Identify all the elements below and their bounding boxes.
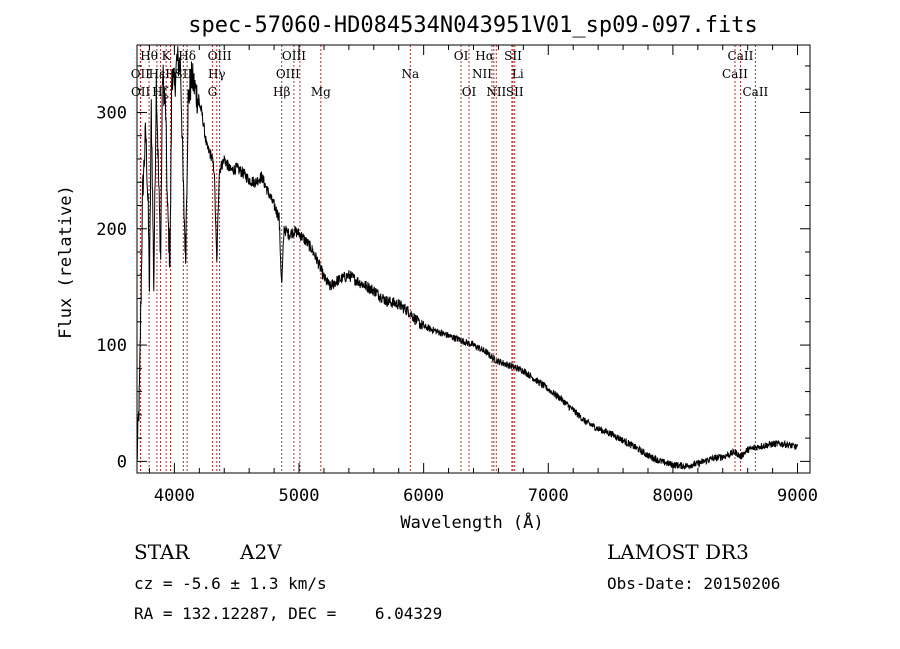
line-label: SII [504,49,522,63]
line-label: CaII [722,67,748,81]
y-axis: 0 100 200 300 [96,65,810,472]
x-tick-label: 8000 [652,486,693,506]
line-label: OII [131,85,151,99]
line-label: Na [401,67,419,81]
line-label: OIII [208,49,232,63]
line-label: Mg [311,85,331,99]
line-label: Li [512,67,524,81]
line-label: Hε [149,67,166,81]
spectrum-line [136,46,798,471]
line-label: Hδ [178,49,196,63]
y-tick-label: 0 [117,452,127,472]
line-label: OI [462,85,477,99]
line-label: Hβ [273,85,290,99]
survey-name: LAMOST DR3 [607,540,749,564]
x-tick-label: 4000 [154,486,195,506]
line-label: SII [506,85,524,99]
x-tick-label: 9000 [777,486,818,506]
y-axis-label: Flux (relative) [56,185,76,339]
coordinates-text: RA = 132.12287, DEC = 6.04329 [134,604,442,623]
x-axis: 4000 5000 6000 7000 8000 9000 [148,45,818,506]
line-label: CaII [728,49,754,63]
obs-date-text: Obs-Date: 20150206 [607,574,780,593]
x-tick-label: 6000 [403,486,444,506]
line-label: NII [486,85,506,99]
line-label: Hγ [208,67,226,81]
redshift-text: cz = -5.6 ± 1.3 km/s [134,574,327,593]
line-label: G [208,85,218,99]
line-label: OIII [282,49,306,63]
x-tick-label: 5000 [279,486,320,506]
line-label: CaII [742,85,768,99]
line-label: Hα [475,49,494,63]
line-label: Hζ [152,85,169,99]
spectral-line-markers [139,45,756,473]
line-label: OI [454,49,469,63]
x-axis-label: Wavelength (Å) [400,511,543,533]
line-label: Hθ [140,49,158,63]
object-class: STAR [134,540,190,564]
spectrum-series [136,46,798,471]
y-tick-label: 200 [96,220,127,240]
line-label: OII [131,67,151,81]
y-tick-label: 300 [96,103,127,123]
plot-frame [136,44,811,474]
line-label: OIII [276,67,300,81]
line-label: NII [472,67,492,81]
chart-title: spec-57060-HD084534N043951V01_sp09-097.f… [188,13,758,38]
x-tick-label: 7000 [528,486,569,506]
line-label: H [165,67,175,81]
line-label: K [162,49,172,63]
y-tick-label: 100 [96,336,127,356]
object-subclass: A2V [239,540,282,564]
